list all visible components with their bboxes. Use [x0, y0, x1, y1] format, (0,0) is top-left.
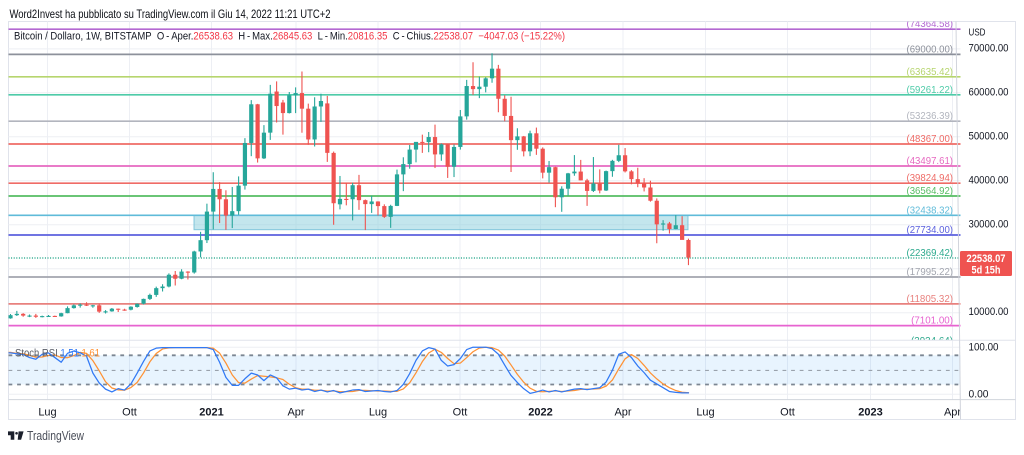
svg-text:USD: USD [969, 27, 986, 39]
svg-text:Stoch RSI 1.51 1.61: Stoch RSI 1.51 1.61 [15, 348, 100, 360]
svg-text:5d 15h: 5d 15h [972, 265, 1001, 277]
svg-text:Apr: Apr [287, 407, 304, 419]
svg-text:Apr: Apr [944, 407, 961, 419]
svg-text:50000.00: 50000.00 [969, 130, 1009, 142]
svg-text:22538.07: 22538.07 [967, 253, 1006, 265]
svg-text:(36564.92): (36564.92) [907, 185, 954, 197]
svg-text:(17995.22): (17995.22) [907, 266, 954, 278]
svg-text:2023: 2023 [858, 407, 882, 419]
svg-text:2022: 2022 [528, 407, 552, 419]
svg-text:Word2Invest ha pubblicato su T: Word2Invest ha pubblicato su TradingView… [10, 7, 331, 21]
svg-text:2021: 2021 [199, 407, 223, 419]
svg-text:(53236.39): (53236.39) [907, 110, 954, 122]
svg-text:(43497.61): (43497.61) [907, 155, 954, 167]
svg-text:(63635.42): (63635.42) [907, 66, 954, 78]
svg-text:(22369.42): (22369.42) [907, 247, 954, 259]
svg-text:(7101.00): (7101.00) [911, 315, 953, 327]
svg-text:Ott: Ott [453, 407, 468, 419]
svg-text:(48367.00): (48367.00) [907, 133, 954, 145]
svg-text:(11805.32): (11805.32) [907, 293, 954, 305]
svg-text:30000.00: 30000.00 [969, 218, 1009, 230]
svg-text:Ott: Ott [122, 407, 137, 419]
svg-text:(3934.64): (3934.64) [911, 336, 953, 347]
svg-text:TradingView: TradingView [27, 429, 85, 443]
svg-text:(32438.32): (32438.32) [907, 204, 954, 216]
svg-text:Lug: Lug [38, 407, 56, 419]
svg-text:Bitcoin / Dollaro, 1W, BITSTAM: Bitcoin / Dollaro, 1W, BITSTAMP O - Aper… [14, 31, 565, 43]
svg-text:(74364.58): (74364.58) [907, 18, 954, 30]
svg-text:10000.00: 10000.00 [969, 306, 1009, 318]
svg-text:0.00: 0.00 [969, 389, 989, 401]
svg-text:70000.00: 70000.00 [969, 42, 1009, 54]
svg-text:Lug: Lug [369, 407, 387, 419]
svg-text:(39824.94): (39824.94) [907, 172, 954, 184]
svg-text:Ott: Ott [780, 407, 795, 419]
svg-text:40000.00: 40000.00 [969, 174, 1009, 186]
svg-text:(59261.22): (59261.22) [907, 84, 954, 96]
svg-text:Apr: Apr [614, 407, 631, 419]
svg-text:100.00: 100.00 [969, 342, 999, 354]
svg-text:(69000.00): (69000.00) [907, 43, 954, 55]
svg-text:Lug: Lug [696, 407, 714, 419]
svg-text:(27734.00): (27734.00) [907, 224, 954, 236]
svg-text:60000.00: 60000.00 [969, 86, 1009, 98]
